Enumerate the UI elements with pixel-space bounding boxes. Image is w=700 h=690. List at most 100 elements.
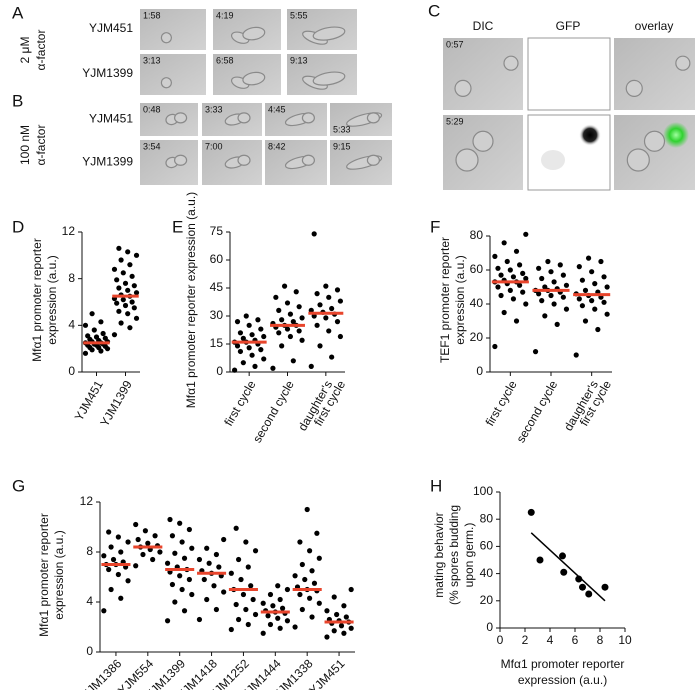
x-tick-label: YJM451 xyxy=(306,656,347,690)
data-point xyxy=(316,600,322,606)
x-tick-label: first cycle xyxy=(483,378,520,429)
panel-label: A xyxy=(12,3,24,22)
data-point xyxy=(331,628,337,634)
strain-label: YJM451 xyxy=(89,21,133,35)
data-point xyxy=(536,265,542,271)
timestamp: 0:57 xyxy=(446,39,464,49)
timestamp: 7:00 xyxy=(205,141,223,151)
data-point xyxy=(111,332,118,338)
data-point xyxy=(604,284,610,290)
data-point xyxy=(115,571,121,578)
data-point xyxy=(186,576,192,583)
data-point xyxy=(343,614,349,620)
cell xyxy=(301,154,315,166)
data-point xyxy=(542,284,548,290)
data-point xyxy=(189,545,195,551)
data-point xyxy=(299,606,305,613)
data-point xyxy=(133,252,140,258)
timestamp: 4:45 xyxy=(268,104,286,114)
cell xyxy=(174,112,188,124)
data-point xyxy=(548,269,554,275)
data-point xyxy=(261,333,267,340)
data-point xyxy=(240,335,246,341)
data-point xyxy=(243,313,249,319)
data-point xyxy=(324,608,330,614)
data-point xyxy=(277,625,283,631)
data-point xyxy=(243,539,249,545)
data-point xyxy=(290,358,296,364)
data-point xyxy=(221,536,227,543)
strain-label: YJM1399 xyxy=(82,155,133,169)
cell xyxy=(455,148,479,172)
data-point xyxy=(240,591,247,598)
y-tick-label: 0 xyxy=(86,644,93,658)
data-point xyxy=(189,591,195,598)
data-point xyxy=(249,352,255,358)
data-point xyxy=(299,561,305,568)
data-point xyxy=(573,352,579,358)
data-point xyxy=(334,319,341,325)
y-tick-label: 15 xyxy=(210,336,224,350)
timestamp: 3:13 xyxy=(143,55,161,65)
data-point xyxy=(308,363,314,369)
cell xyxy=(366,154,380,166)
data-point xyxy=(601,299,607,305)
data-point xyxy=(116,245,122,251)
data-point xyxy=(152,533,158,539)
data-point xyxy=(495,284,501,290)
y-tick-label: 0 xyxy=(476,364,483,378)
data-point xyxy=(234,319,241,325)
data-point xyxy=(133,315,140,321)
y-tick-label: 20 xyxy=(480,593,494,607)
condition-label: α-factor xyxy=(34,125,48,166)
data-point xyxy=(234,343,241,349)
timestamp: 6:58 xyxy=(216,55,234,65)
data-point xyxy=(204,596,210,603)
data-point xyxy=(116,285,122,291)
data-point xyxy=(93,334,100,340)
data-point xyxy=(114,300,120,306)
panel-label: C xyxy=(428,1,440,20)
data-point xyxy=(108,544,114,550)
data-point xyxy=(539,298,545,304)
y-tick-label: 4 xyxy=(86,594,93,608)
data-point xyxy=(495,265,501,271)
data-point xyxy=(228,570,234,576)
data-point xyxy=(334,287,341,293)
condition-label: 2 μM xyxy=(18,37,32,64)
y-tick-label: 60 xyxy=(480,539,494,553)
y-tick-label: 75 xyxy=(210,224,224,238)
data-point xyxy=(122,302,129,309)
data-point xyxy=(304,506,310,513)
data-point xyxy=(492,343,498,350)
data-point xyxy=(133,290,140,296)
timestamp: 5:55 xyxy=(290,10,308,20)
fit-line xyxy=(530,532,606,602)
cell xyxy=(312,26,346,41)
x-tick-label: second cycle xyxy=(514,378,561,445)
condition-label: 100 nM xyxy=(18,125,32,165)
data-point xyxy=(196,616,203,623)
data-point xyxy=(281,283,288,289)
timestamp: 5:33 xyxy=(333,124,351,134)
data-point xyxy=(82,350,89,356)
y-axis-label: Mfα1 promoter reporter xyxy=(30,238,44,362)
data-point xyxy=(232,367,238,373)
x-tick-label: 2 xyxy=(522,633,529,647)
cell xyxy=(312,71,346,86)
column-header: GFP xyxy=(556,19,581,33)
gfp-image xyxy=(527,37,611,111)
data-point xyxy=(216,564,222,570)
data-point xyxy=(520,270,526,276)
data-point xyxy=(169,533,176,539)
data-point xyxy=(507,267,513,273)
data-point xyxy=(235,616,242,623)
data-point xyxy=(258,347,264,353)
cell xyxy=(174,154,188,166)
y-tick-label: 30 xyxy=(210,308,224,322)
y-tick-label: 60 xyxy=(470,262,484,276)
y-axis-label: TEF1 promoter reporter xyxy=(438,237,452,363)
data-point xyxy=(296,304,302,310)
data-point xyxy=(604,311,610,317)
